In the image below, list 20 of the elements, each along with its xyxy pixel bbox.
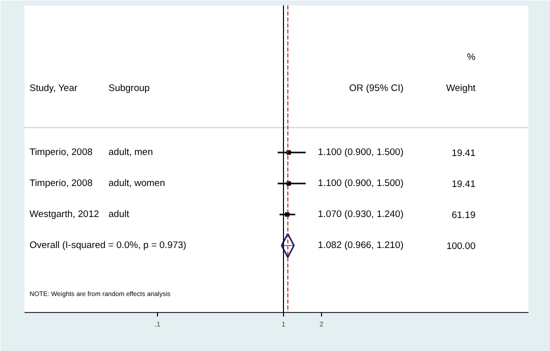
y2-tick-label: adult, men	[108, 146, 153, 158]
text: Study, Year	[30, 83, 78, 94]
annotation: 61.19	[452, 210, 476, 222]
text: Subgroup	[108, 83, 150, 94]
annotation: 19.41	[452, 179, 476, 190]
annotation: 100.00	[446, 241, 476, 252]
data-label: 1.082 (0.966, 1.210)	[318, 240, 404, 252]
y-tick-label: Timperio, 2008	[30, 146, 93, 158]
data-label: 1.100 (0.900, 1.500)	[318, 178, 404, 189]
text: %	[467, 52, 476, 64]
y-tick-label: Westgarth, 2012	[30, 209, 100, 220]
y2-tick-label: adult, women	[108, 178, 166, 189]
y-tick-label: Overall (I-squared = 0.0%, p = 0.973)	[30, 240, 186, 252]
y-tick-label: Timperio, 2008	[30, 178, 93, 189]
data-label: 1.100 (0.900, 1.500)	[318, 146, 404, 158]
text: Weight	[446, 83, 476, 94]
text: OR (95% CI)	[349, 83, 404, 94]
y2-tick-label: adult	[108, 209, 130, 220]
data-label: 1.070 (0.930, 1.240)	[318, 209, 404, 220]
annotation: 19.41	[452, 148, 476, 159]
